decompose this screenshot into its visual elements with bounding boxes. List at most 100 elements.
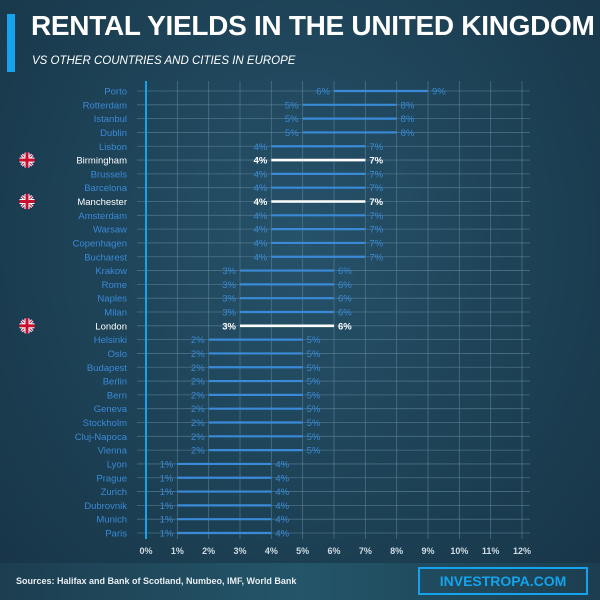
high-value-label: 4% — [275, 459, 289, 470]
high-value-label: 6% — [338, 321, 352, 332]
high-value-label: 5% — [307, 446, 321, 457]
high-value-label: 7% — [369, 142, 383, 153]
city-label: Warsaw — [93, 225, 127, 236]
high-value-label: 5% — [307, 349, 321, 360]
city-label: Krakow — [95, 266, 127, 277]
x-tick-label: 4% — [265, 546, 278, 556]
low-value-label: 5% — [285, 100, 299, 111]
city-label: Budapest — [87, 363, 128, 374]
city-label: Berlin — [103, 377, 127, 388]
low-value-label: 4% — [254, 142, 268, 153]
low-value-label: 4% — [254, 197, 268, 208]
low-value-label: 5% — [285, 114, 299, 125]
high-value-label: 5% — [307, 390, 321, 401]
low-value-label: 2% — [191, 349, 205, 360]
city-label: Lyon — [107, 459, 127, 470]
city-label: London — [95, 321, 127, 332]
high-value-label: 4% — [275, 487, 289, 498]
low-value-label: 2% — [191, 390, 205, 401]
uk-flag-icon — [18, 317, 36, 335]
city-label: Dublin — [100, 128, 127, 139]
high-value-label: 5% — [307, 418, 321, 429]
high-value-label: 6% — [338, 266, 352, 277]
low-value-label: 4% — [254, 238, 268, 249]
high-value-label: 4% — [275, 529, 289, 540]
high-value-label: 9% — [432, 87, 446, 98]
high-value-label: 8% — [401, 100, 415, 111]
x-tick-label: 8% — [390, 546, 403, 556]
x-tick-label: 11% — [482, 546, 500, 556]
high-value-label: 5% — [307, 404, 321, 415]
x-tick-label: 10% — [450, 546, 468, 556]
low-value-label: 2% — [191, 363, 205, 374]
x-tick-label: 5% — [296, 546, 309, 556]
sources-note: Sources: Halifax and Bank of Scotland, N… — [16, 576, 297, 586]
city-label: Stockholm — [83, 418, 127, 429]
city-label: Paris — [105, 529, 127, 540]
x-tick-label: 7% — [359, 546, 372, 556]
low-value-label: 6% — [316, 87, 330, 98]
low-value-label: 3% — [222, 294, 236, 305]
city-label: Vienna — [98, 446, 128, 457]
low-value-label: 1% — [160, 487, 174, 498]
title-accent-bar — [7, 14, 15, 72]
city-label: Bern — [107, 390, 127, 401]
high-value-label: 5% — [307, 432, 321, 443]
high-value-label: 7% — [369, 225, 383, 236]
city-label: Dubrovnik — [84, 501, 127, 512]
city-label: Manchester — [77, 197, 127, 208]
low-value-label: 2% — [191, 377, 205, 388]
city-label: Brussels — [91, 169, 128, 180]
brand-link[interactable]: INVESTROPA.COM — [418, 567, 588, 595]
low-value-label: 2% — [191, 335, 205, 346]
high-value-label: 4% — [275, 473, 289, 484]
x-tick-label: 2% — [202, 546, 215, 556]
page-subtitle: VS OTHER COUNTRIES AND CITIES IN EUROPE — [32, 55, 296, 67]
city-label: Zurich — [101, 487, 127, 498]
high-value-label: 4% — [275, 501, 289, 512]
high-value-label: 6% — [338, 294, 352, 305]
uk-flag-icon — [18, 193, 36, 210]
low-value-label: 1% — [160, 501, 174, 512]
city-label: Bucharest — [84, 252, 127, 263]
low-value-label: 1% — [160, 459, 174, 470]
high-value-label: 5% — [307, 377, 321, 388]
low-value-label: 4% — [254, 225, 268, 236]
x-tick-label: 3% — [233, 546, 246, 556]
city-label: Geneva — [94, 404, 128, 415]
high-value-label: 8% — [401, 128, 415, 139]
city-label: Rotterdam — [83, 100, 127, 111]
city-label: Cluj-Napoca — [75, 432, 128, 443]
high-value-label: 6% — [338, 308, 352, 319]
high-value-label: 7% — [369, 156, 383, 167]
high-value-label: 7% — [369, 252, 383, 263]
x-tick-label: 12% — [513, 546, 531, 556]
low-value-label: 4% — [254, 211, 268, 222]
city-label: Birmingham — [76, 156, 127, 167]
low-value-label: 4% — [254, 169, 268, 180]
uk-flag-icon — [18, 151, 36, 169]
x-tick-label: 9% — [421, 546, 434, 556]
high-value-label: 7% — [369, 238, 383, 249]
low-value-label: 4% — [254, 252, 268, 263]
x-tick-label: 1% — [171, 546, 184, 556]
city-label: Oslo — [107, 349, 127, 360]
high-value-label: 6% — [338, 280, 352, 291]
low-value-label: 3% — [222, 308, 236, 319]
high-value-label: 8% — [401, 114, 415, 125]
high-value-label: 7% — [369, 183, 383, 194]
high-value-label: 7% — [369, 211, 383, 222]
page-title: RENTAL YIELDS IN THE UNITED KINGDOM — [31, 10, 595, 41]
city-label: Barcelona — [84, 183, 127, 194]
low-value-label: 5% — [285, 128, 299, 139]
city-label: Naples — [97, 294, 127, 305]
low-value-label: 3% — [222, 266, 236, 277]
city-label: Lisbon — [99, 142, 127, 153]
city-label: Amsterdam — [78, 211, 127, 222]
low-value-label: 4% — [254, 156, 268, 167]
high-value-label: 5% — [307, 363, 321, 374]
city-label: Munich — [96, 515, 127, 526]
x-tick-label: 0% — [139, 546, 152, 556]
low-value-label: 2% — [191, 404, 205, 415]
